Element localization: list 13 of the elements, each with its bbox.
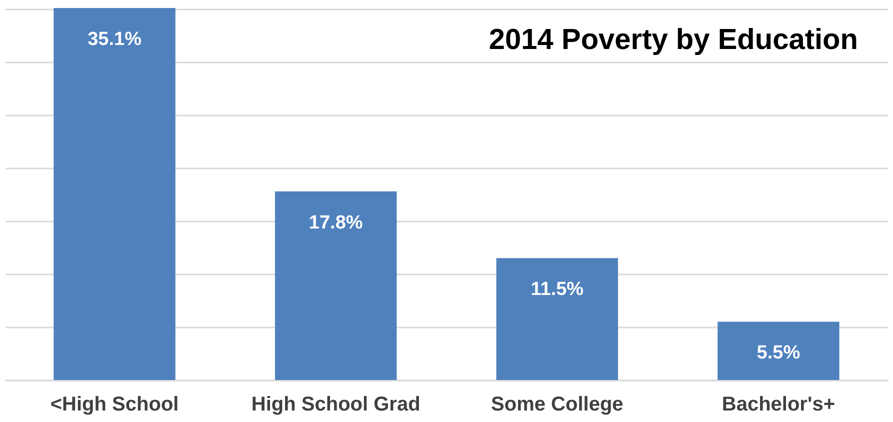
x-tick-label: <High School	[50, 394, 179, 416]
data-label: 35.1%	[88, 29, 142, 50]
data-label: 17.8%	[308, 212, 363, 234]
bar	[54, 8, 176, 380]
text: 2014 Poverty by Education	[488, 24, 858, 56]
data-label: 11.5%	[530, 279, 584, 300]
x-tick-label: Bachelor's+	[722, 394, 836, 416]
x-tick-label: Some College	[491, 394, 624, 416]
data-label: 5.5%	[756, 342, 800, 364]
bar	[274, 191, 397, 380]
x-tick-label: High School Grad	[251, 394, 420, 416]
bar	[496, 258, 618, 380]
bar	[718, 322, 840, 380]
